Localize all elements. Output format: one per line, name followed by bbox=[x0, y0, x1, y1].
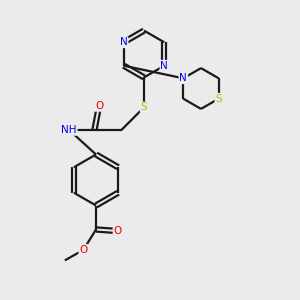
Text: N: N bbox=[120, 37, 127, 47]
Text: N: N bbox=[179, 73, 187, 83]
Text: O: O bbox=[113, 226, 122, 236]
Text: NH: NH bbox=[61, 125, 77, 135]
Text: S: S bbox=[215, 94, 222, 104]
Text: O: O bbox=[79, 245, 88, 255]
Text: N: N bbox=[160, 61, 168, 71]
Text: O: O bbox=[95, 101, 103, 111]
Text: S: S bbox=[141, 102, 147, 112]
